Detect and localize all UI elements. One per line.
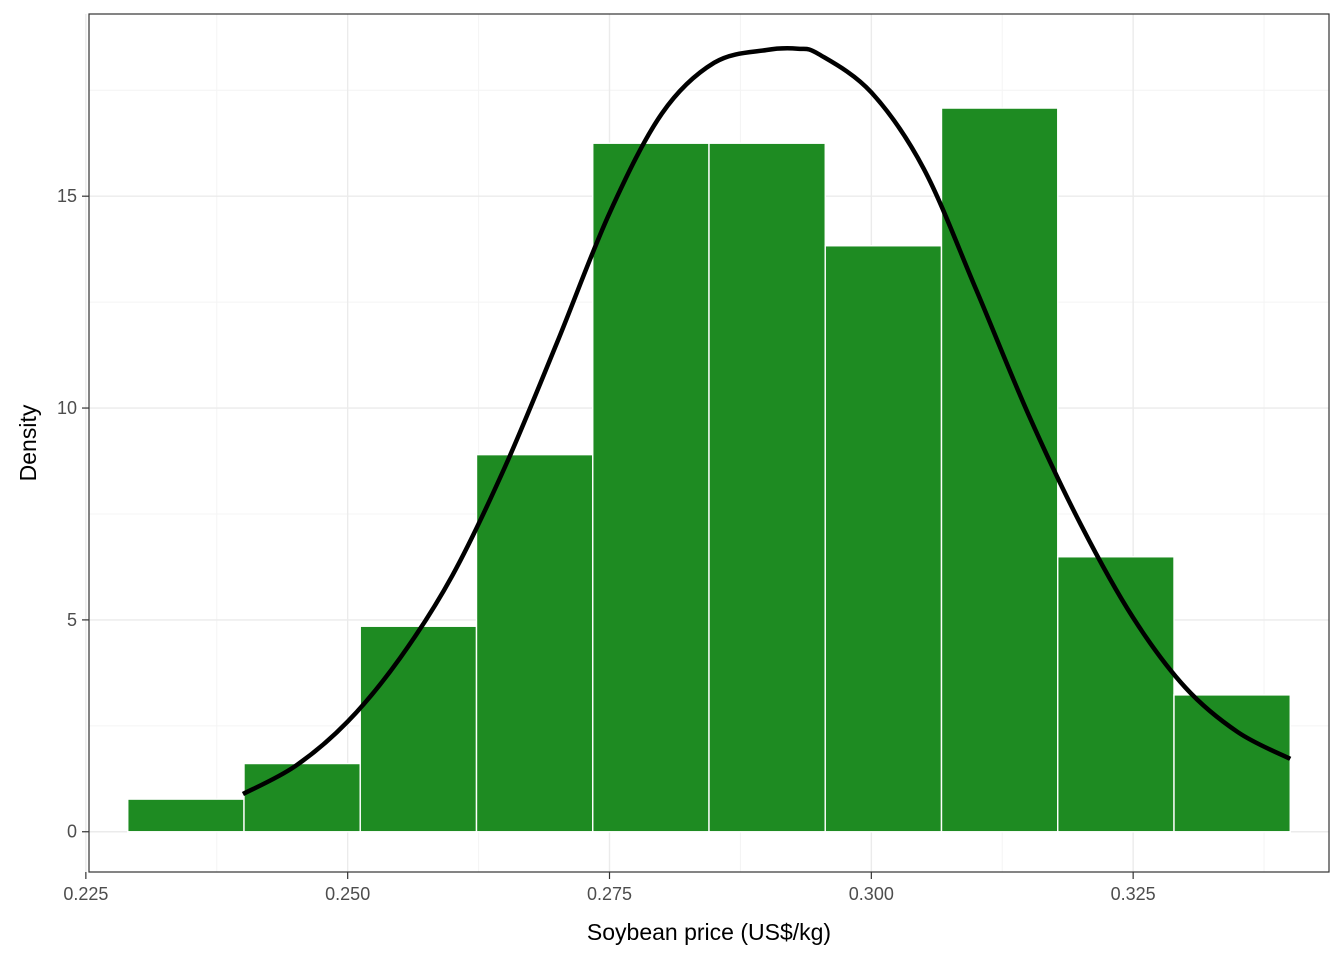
y-tick-label: 5 [67, 610, 77, 630]
density-curve [241, 45, 1292, 797]
histogram-bar-4 [475, 453, 594, 833]
y-axis: 0 5 10 15 [57, 186, 89, 842]
x-tick-label: 0.275 [587, 884, 632, 904]
histogram-bar-3 [359, 625, 478, 833]
histogram-bar-6 [708, 142, 826, 833]
histogram-bar-7 [824, 245, 943, 833]
density-curve-layer [241, 45, 1292, 797]
histogram-bars [127, 107, 1291, 833]
histogram-bar-9 [1057, 556, 1175, 833]
y-tick-label: 10 [57, 398, 77, 418]
x-tick-label: 0.325 [1111, 884, 1156, 904]
y-axis-title: Density [15, 404, 41, 481]
y-tick-label: 15 [57, 186, 77, 206]
histogram-bar-5 [592, 142, 710, 833]
x-axis: 0.225 0.250 0.275 0.300 0.325 [63, 872, 1156, 904]
histogram-bar-8 [940, 107, 1059, 833]
histogram-bar-2 [243, 762, 361, 833]
x-tick-label: 0.300 [849, 884, 894, 904]
histogram-bar-10 [1173, 694, 1291, 833]
x-axis-title: Soybean price (US$/kg) [587, 919, 831, 945]
y-tick-label: 0 [67, 822, 77, 842]
x-tick-label: 0.225 [63, 884, 108, 904]
x-tick-label: 0.250 [325, 884, 370, 904]
panel-border [88, 13, 1330, 873]
histogram-bar-1 [127, 798, 245, 833]
